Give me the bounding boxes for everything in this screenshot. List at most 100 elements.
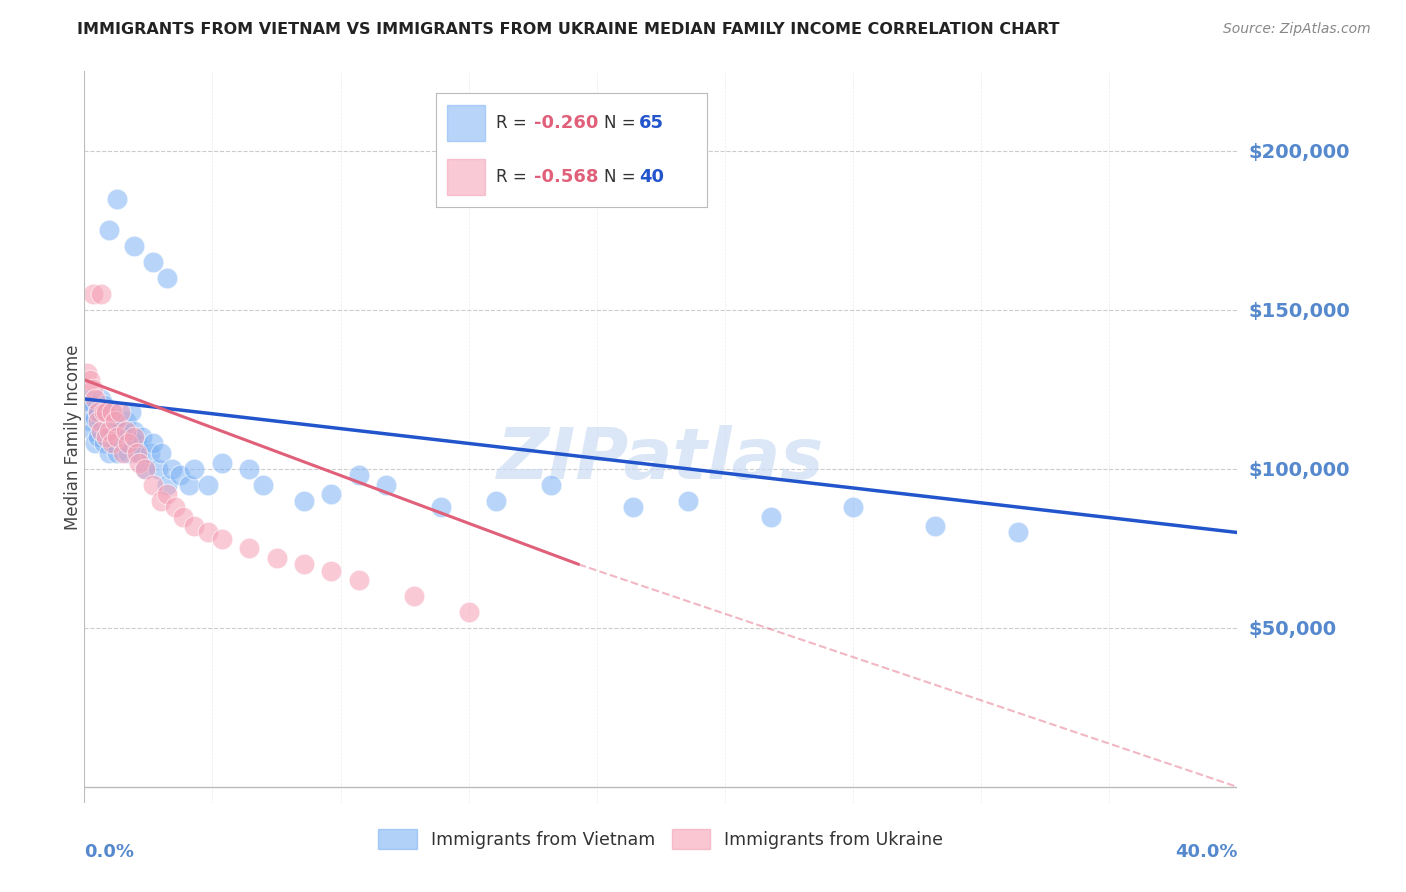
Text: Source: ZipAtlas.com: Source: ZipAtlas.com [1223, 22, 1371, 37]
Point [183, 519, 205, 533]
Point [128, 456, 150, 470]
Point [156, 487, 179, 501]
Point [96, 430, 118, 444]
Point [122, 239, 145, 253]
Point [117, 446, 139, 460]
Point [211, 456, 233, 470]
Point [105, 192, 128, 206]
Point [84, 392, 107, 406]
Point [142, 477, 165, 491]
Point [101, 404, 124, 418]
Point [375, 477, 398, 491]
Point [87, 414, 110, 428]
Point [120, 404, 142, 418]
Text: IMMIGRANTS FROM VIETNAM VS IMMIGRANTS FROM UKRAINE MEDIAN FAMILY INCOME CORRELAT: IMMIGRANTS FROM VIETNAM VS IMMIGRANTS FR… [77, 22, 1060, 37]
Point [87, 404, 110, 418]
Point [76, 367, 98, 381]
Point [114, 414, 136, 428]
Point [114, 430, 136, 444]
Point [111, 436, 134, 450]
Point [79, 404, 101, 418]
Point [84, 436, 107, 450]
Point [125, 436, 148, 450]
Point [457, 605, 479, 619]
Point [82, 398, 104, 412]
Point [347, 468, 370, 483]
Point [96, 404, 118, 418]
Point [172, 509, 194, 524]
Point [139, 446, 162, 460]
Point [134, 462, 156, 476]
Point [266, 550, 288, 565]
Point [169, 468, 191, 483]
Point [292, 558, 315, 572]
Legend: Immigrants from Vietnam, Immigrants from Ukraine: Immigrants from Vietnam, Immigrants from… [371, 822, 950, 856]
Point [211, 532, 233, 546]
Point [103, 436, 125, 450]
Point [114, 424, 136, 438]
Point [163, 500, 186, 514]
Point [76, 392, 98, 406]
Point [150, 446, 173, 460]
Point [252, 477, 274, 491]
Point [122, 430, 145, 444]
Point [98, 414, 121, 428]
Point [108, 424, 131, 438]
Point [82, 383, 104, 397]
Point [117, 436, 139, 450]
Point [90, 424, 112, 438]
Point [111, 446, 134, 460]
Point [90, 392, 112, 406]
Point [96, 424, 118, 438]
Point [540, 477, 562, 491]
Point [924, 519, 946, 533]
Point [160, 462, 183, 476]
Point [103, 414, 125, 428]
Point [402, 589, 425, 603]
Point [177, 477, 200, 491]
Point [142, 436, 165, 450]
Point [128, 446, 150, 460]
Point [197, 477, 219, 491]
Point [84, 411, 107, 425]
Point [105, 446, 128, 460]
Point [90, 414, 112, 428]
Point [87, 430, 110, 444]
Point [238, 541, 260, 556]
Point [621, 500, 644, 514]
Point [321, 564, 343, 578]
Point [131, 430, 153, 444]
Point [148, 462, 170, 476]
Point [93, 404, 115, 418]
Point [98, 446, 121, 460]
Point [79, 373, 101, 387]
Point [122, 424, 145, 438]
Point [93, 436, 115, 450]
Point [103, 414, 125, 428]
Text: 0.0%: 0.0% [84, 843, 135, 861]
Point [430, 500, 453, 514]
Text: 40.0%: 40.0% [1175, 843, 1237, 861]
Point [98, 424, 121, 438]
Point [98, 223, 121, 237]
Point [134, 462, 156, 476]
Point [321, 487, 343, 501]
Point [150, 493, 173, 508]
Point [90, 287, 112, 301]
Point [96, 404, 118, 418]
Point [125, 446, 148, 460]
Point [93, 398, 115, 412]
Point [101, 404, 124, 418]
Point [87, 404, 110, 418]
Point [105, 430, 128, 444]
Point [1007, 525, 1029, 540]
Point [238, 462, 260, 476]
Point [759, 509, 782, 524]
Point [82, 287, 104, 301]
Point [108, 404, 131, 418]
Text: ZIPatlas: ZIPatlas [498, 425, 824, 493]
Point [105, 430, 128, 444]
Point [347, 573, 370, 587]
Point [156, 477, 179, 491]
Y-axis label: Median Family Income: Median Family Income [65, 344, 82, 530]
